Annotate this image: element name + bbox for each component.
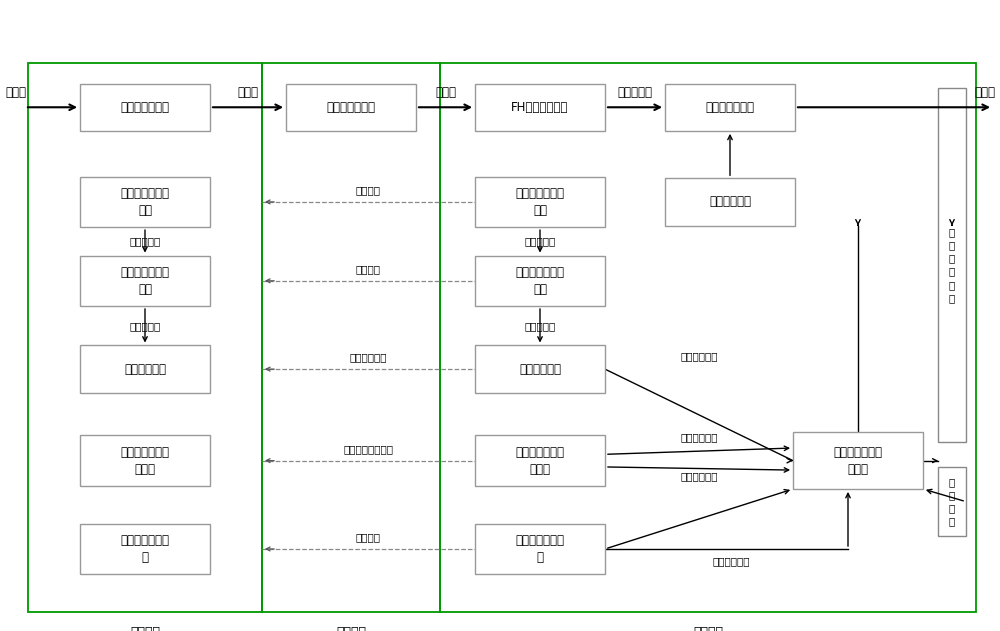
- Text: 时间同步: 时间同步: [356, 264, 381, 274]
- Text: 业务帧转发单元: 业务帧转发单元: [326, 101, 376, 114]
- Text: 入
口
配
置: 入 口 配 置: [949, 477, 955, 526]
- Bar: [80, 177, 210, 227]
- Bar: [938, 88, 966, 442]
- Text: 业务通道监测单
元: 业务通道监测单 元: [120, 534, 170, 564]
- Bar: [475, 524, 605, 574]
- Bar: [475, 345, 605, 392]
- Text: 业务流: 业务流: [974, 86, 995, 99]
- Text: 业务流分片: 业务流分片: [618, 86, 652, 99]
- Bar: [665, 178, 795, 225]
- Text: 时钟同步: 时钟同步: [356, 185, 381, 195]
- Text: 业务通道状态: 业务通道状态: [713, 557, 750, 567]
- Text: FH帧解映射单元: FH帧解映射单元: [511, 101, 569, 114]
- Text: 延时测量单元: 延时测量单元: [124, 363, 166, 375]
- Text: 发送模块: 发送模块: [130, 626, 160, 631]
- Text: 业务帧映射单元: 业务帧映射单元: [120, 101, 170, 114]
- Bar: [475, 84, 605, 131]
- Text: 反向延时门限: 反向延时门限: [680, 432, 718, 442]
- Text: 正向延时门限调
整单元: 正向延时门限调 整单元: [834, 445, 883, 476]
- Bar: [665, 84, 795, 131]
- Text: 接收模块: 接收模块: [693, 626, 723, 631]
- Bar: [28, 63, 262, 612]
- Text: 转发模块: 转发模块: [336, 626, 366, 631]
- Text: 延时补偿单元: 延时补偿单元: [709, 196, 751, 208]
- Bar: [80, 435, 210, 486]
- Bar: [80, 256, 210, 306]
- Bar: [793, 432, 923, 489]
- Text: 延时实时测量: 延时实时测量: [350, 352, 387, 362]
- Text: 业务帧: 业务帧: [238, 86, 258, 99]
- Text: 延时测量单元: 延时测量单元: [519, 363, 561, 375]
- Bar: [80, 345, 210, 392]
- Text: 高精度时钟: 高精度时钟: [524, 237, 556, 246]
- Text: 高精度时戳: 高精度时戳: [524, 321, 556, 331]
- Bar: [80, 524, 210, 574]
- Bar: [475, 256, 605, 306]
- Text: 业务流缓存单元: 业务流缓存单元: [706, 101, 755, 114]
- Text: 正向延时门限: 正向延时门限: [680, 471, 718, 481]
- Bar: [80, 84, 210, 131]
- Text: 双向延时门限同
步单元: 双向延时门限同 步单元: [120, 445, 170, 476]
- Text: 双向延时门限同步: 双向延时门限同步: [344, 444, 394, 454]
- Bar: [475, 177, 605, 227]
- Bar: [440, 63, 976, 612]
- Bar: [938, 467, 966, 536]
- Text: 高精度时间同步
单元: 高精度时间同步 单元: [120, 266, 170, 296]
- Text: 高精度时间同步
单元: 高精度时间同步 单元: [516, 266, 564, 296]
- Text: 双向延时门限同
步单元: 双向延时门限同 步单元: [516, 445, 564, 476]
- Text: 业务通道监测单
元: 业务通道监测单 元: [516, 534, 564, 564]
- Text: 高精度时钟同步
单元: 高精度时钟同步 单元: [120, 187, 170, 217]
- Text: 高精度时钟同步
单元: 高精度时钟同步 单元: [516, 187, 564, 217]
- Text: 高精度时戳: 高精度时戳: [129, 321, 161, 331]
- Text: 高精度时钟: 高精度时钟: [129, 237, 161, 246]
- Text: 正
向
延
时
门
限: 正 向 延 时 门 限: [949, 227, 955, 303]
- Bar: [475, 435, 605, 486]
- Text: 业务帧: 业务帧: [435, 86, 456, 99]
- Bar: [286, 84, 416, 131]
- Bar: [262, 63, 440, 612]
- Text: 业务流: 业务流: [5, 86, 26, 99]
- Text: 故障检测: 故障检测: [356, 532, 381, 542]
- Text: 正向延时实值: 正向延时实值: [680, 351, 718, 362]
